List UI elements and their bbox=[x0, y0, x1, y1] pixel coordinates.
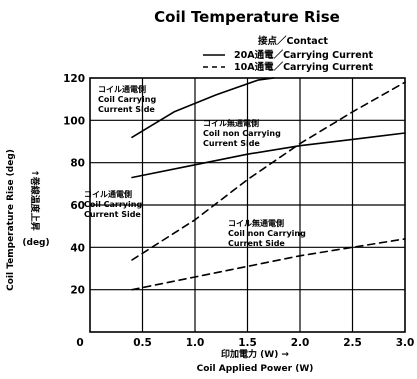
annotation-20a-carry: コイル通電側 Coil Carrying Current Side bbox=[98, 84, 159, 114]
plot-frame bbox=[89, 77, 406, 333]
x-tick-label: 3.0 bbox=[396, 337, 415, 349]
y-tick-label: 100 bbox=[63, 115, 85, 127]
y-tick-label: 60 bbox=[70, 200, 85, 212]
legend: 接点／Contact 20A通電／Carrying Current 10A通電／… bbox=[203, 35, 373, 73]
legend-entry-20a: 20A通電／Carrying Current bbox=[234, 49, 373, 61]
series-layer bbox=[131, 77, 406, 291]
x-axis-label-jp: 印加電力 (W) → bbox=[221, 348, 289, 360]
chart-title: Coil Temperature Rise bbox=[154, 8, 340, 26]
x-tick-label: 2.0 bbox=[291, 337, 310, 349]
y-tick-label: 20 bbox=[70, 285, 85, 297]
x-tick-label: 2.5 bbox=[343, 337, 362, 349]
x-tick-label: 1.0 bbox=[186, 337, 205, 349]
legend-entry-10a: 10A通電／Carrying Current bbox=[234, 61, 373, 73]
annotation-10a-noncarry: コイル無通電側 Coil non Carrying Current Side bbox=[228, 218, 309, 248]
x-tick-labels: 0 0.5 1.0 1.5 2.0 2.5 3.0 bbox=[76, 337, 414, 349]
grid bbox=[90, 78, 405, 332]
annotation-10a-carry: コイル通電側 Coil Carrying Current Side bbox=[84, 189, 145, 219]
series-line-s10_carry bbox=[131, 81, 406, 261]
y-tick-labels: 20 40 60 80 100 120 bbox=[63, 73, 85, 297]
y-tick-label: 40 bbox=[70, 242, 85, 254]
x-tick-label: 0 bbox=[76, 337, 83, 349]
legend-heading: 接点／Contact bbox=[258, 35, 328, 47]
series-line-s20_noncarry bbox=[131, 132, 406, 179]
annotation-20a-noncarry: コイル無通電側 Coil non Carrying Current Side bbox=[203, 118, 284, 148]
annotations: コイル通電側 Coil Carrying Current Side コイル無通電… bbox=[84, 84, 309, 248]
y-axis-unit: (deg) bbox=[22, 238, 49, 248]
y-axis-label-jp: ↑巻線温度上昇 bbox=[29, 169, 41, 231]
y-tick-label: 120 bbox=[63, 73, 85, 85]
y-axis-label-en: Coil Temperature Rise (deg) bbox=[6, 149, 16, 291]
x-tick-label: 0.5 bbox=[133, 337, 152, 349]
y-tick-label: 80 bbox=[70, 158, 85, 170]
series-line-s20_carry bbox=[131, 77, 275, 139]
x-tick-label: 1.5 bbox=[238, 337, 257, 349]
x-axis-label-en: Coil Applied Power (W) bbox=[197, 364, 314, 374]
series-line-s10_noncarry bbox=[131, 238, 406, 291]
